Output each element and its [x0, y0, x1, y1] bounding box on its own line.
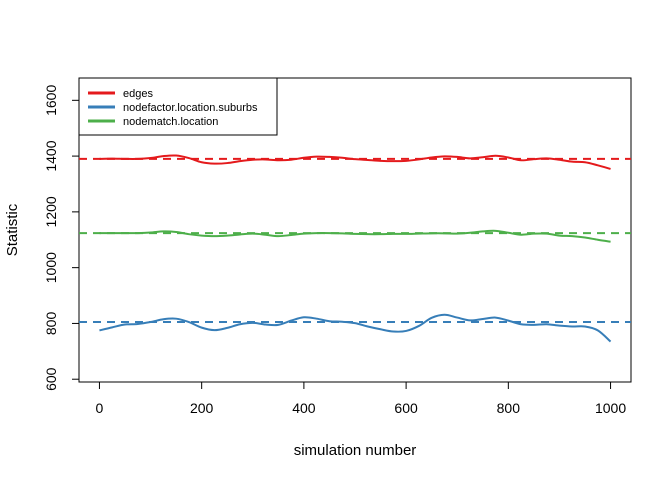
series-line: [99, 154, 611, 170]
x-tick-label: 0: [96, 400, 104, 416]
x-tick-label: 400: [292, 400, 316, 416]
x-tick-label: 800: [497, 400, 521, 416]
series-line: [99, 229, 611, 243]
legend-label: nodematch.location: [123, 116, 218, 128]
x-tick-label: 600: [394, 400, 418, 416]
y-tick-label: 1400: [43, 140, 59, 171]
axes: 0 200 400 600 800 1000 600 800 1000 1200 1400 1600: [43, 85, 626, 416]
x-tick-label: 1000: [595, 400, 626, 416]
y-tick-label: 1600: [43, 85, 59, 116]
legend-label: edges: [123, 88, 153, 100]
legend: edges nodefactor.location.suburbs nodematc…: [78, 77, 278, 136]
series-line: [99, 313, 612, 343]
x-axis-title: simulation number: [294, 442, 417, 459]
x-tick-label: 200: [190, 400, 214, 416]
y-axis-title: Statistic: [4, 203, 21, 256]
series-lines: [99, 154, 612, 343]
y-tick-label: 1000: [43, 252, 59, 283]
y-tick-label: 1200: [43, 196, 59, 227]
legend-label: nodefactor.location.suburbs: [123, 102, 258, 114]
y-tick-label: 800: [43, 312, 59, 336]
target-lines: [79, 157, 631, 324]
y-tick-label: 600: [43, 367, 59, 391]
